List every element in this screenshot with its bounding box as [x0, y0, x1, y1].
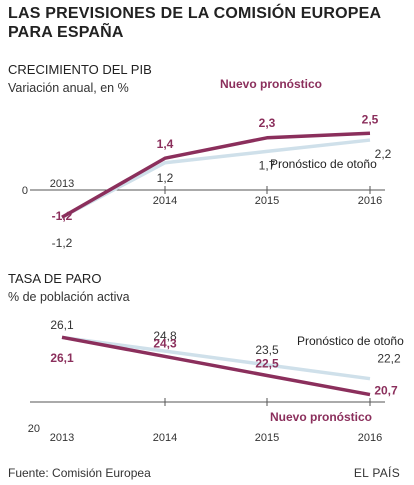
data-label-autumn: 23,5: [255, 343, 279, 357]
x-tick-label: 2013: [50, 178, 74, 190]
series-name-new-forecast: Nuevo pronóstico: [220, 77, 322, 91]
data-label-autumn: 1,7: [259, 158, 276, 172]
x-tick-label: 2015: [255, 432, 279, 444]
data-label-new: 26,1: [50, 351, 74, 365]
x-tick-label: 2016: [358, 195, 382, 207]
chart-title: CRECIMIENTO DEL PIB: [8, 62, 152, 77]
x-tick-label: 2016: [358, 432, 382, 444]
series-name-autumn-forecast: Pronóstico de otoño: [297, 334, 404, 348]
x-tick-label: 2015: [255, 195, 279, 207]
data-label-autumn: 2,2: [375, 147, 392, 161]
series-name-autumn-forecast: Pronóstico de otoño: [270, 157, 377, 171]
data-label-new: 20,7: [374, 384, 398, 398]
data-label-autumn: 1,2: [157, 171, 174, 185]
data-label-autumn: 24,8: [153, 329, 177, 343]
x-tick-label: 2013: [50, 432, 74, 444]
page-title: LAS PREVISIONES DE LA COMISIÓN EUROPEA P…: [8, 5, 381, 41]
chart-subtitle: % de población activa: [8, 290, 130, 304]
series-line-new-forecast: [61, 131, 371, 219]
data-label-new: 22,5: [255, 357, 279, 371]
series-line-autumn-forecast: [61, 335, 371, 381]
series-line-autumn-forecast: [61, 138, 371, 219]
y-baseline-label: 20: [28, 423, 40, 435]
data-label-new: 1,4: [157, 137, 174, 151]
data-label-autumn: 22,2: [377, 352, 401, 366]
data-label-new: 2,5: [362, 112, 379, 126]
source-note: Fuente: Comisión Europea: [8, 466, 151, 480]
chart-subtitle: Variación anual, en %: [8, 81, 129, 95]
y-baseline-label: 0: [22, 185, 28, 197]
series-name-new-forecast: Nuevo pronóstico: [270, 410, 372, 424]
data-label-new: -1,2: [52, 209, 73, 223]
data-label-autumn: -1,2: [52, 236, 73, 250]
chart-title: TASA DE PARO: [8, 271, 101, 286]
data-label-new: 24,3: [153, 336, 177, 350]
series-line-new-forecast: [61, 335, 371, 397]
x-tick-label: 2014: [153, 195, 177, 207]
data-label-autumn: 26,1: [50, 318, 74, 332]
x-tick-label: 2014: [153, 432, 177, 444]
data-label-new: 2,3: [259, 116, 276, 130]
brand-logo: EL PAÍS: [353, 466, 400, 480]
